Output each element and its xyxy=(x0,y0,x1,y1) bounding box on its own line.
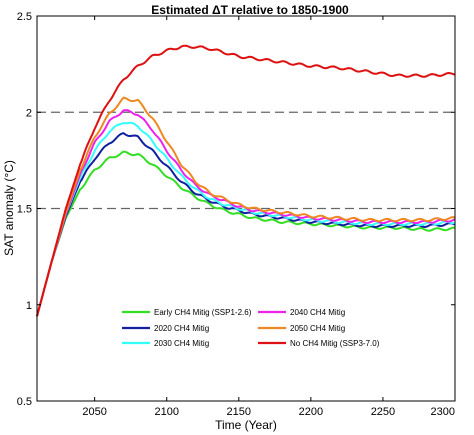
series-line-5 xyxy=(36,44,456,317)
chart-title: Estimated ΔT relative to 1850-1900 xyxy=(151,3,349,17)
legend: Early CH4 Mitig (SSP1-2.6) 2020 CH4 Mitig… xyxy=(122,308,380,348)
legend-label: 2050 CH4 Mitig xyxy=(290,324,345,333)
legend-label: 2040 CH4 Mitig xyxy=(290,308,345,317)
x-tick-label: 2300 xyxy=(431,406,455,418)
y-tick-label: 1 xyxy=(26,300,32,312)
series-line-0 xyxy=(36,150,456,317)
x-tick-label: 2100 xyxy=(154,406,178,418)
x-axis-label: Time (Year) xyxy=(215,418,277,432)
y-tick-label: 1.5 xyxy=(17,204,32,216)
legend-label: 2030 CH4 Mitig xyxy=(154,339,209,348)
legend-label: 2020 CH4 Mitig xyxy=(154,324,209,333)
y-tick-label: 0.5 xyxy=(17,396,32,408)
x-tick-label: 2050 xyxy=(82,406,106,418)
x-tick-label: 2200 xyxy=(299,406,323,418)
legend-label: No CH4 Mitig (SSP3-7.0) xyxy=(290,339,380,348)
y-tick-label: 2.5 xyxy=(17,11,32,23)
y-tick-label: 2 xyxy=(26,107,32,119)
y-axis-label: SAT anomaly (°C) xyxy=(2,160,16,256)
legend-label: Early CH4 Mitig (SSP1-2.6) xyxy=(154,308,252,317)
series-line-4 xyxy=(36,96,456,317)
x-axis: 2050 2100 2150 2200 2250 2300 xyxy=(82,16,456,418)
series-line-2 xyxy=(36,121,456,317)
y-axis: 0.5 1 1.5 2 2.5 xyxy=(17,11,455,408)
reference-lines xyxy=(37,111,455,210)
series-lines xyxy=(36,44,456,317)
x-tick-label: 2150 xyxy=(227,406,251,418)
x-tick-label: 2250 xyxy=(371,406,395,418)
series-line-1 xyxy=(36,132,456,317)
